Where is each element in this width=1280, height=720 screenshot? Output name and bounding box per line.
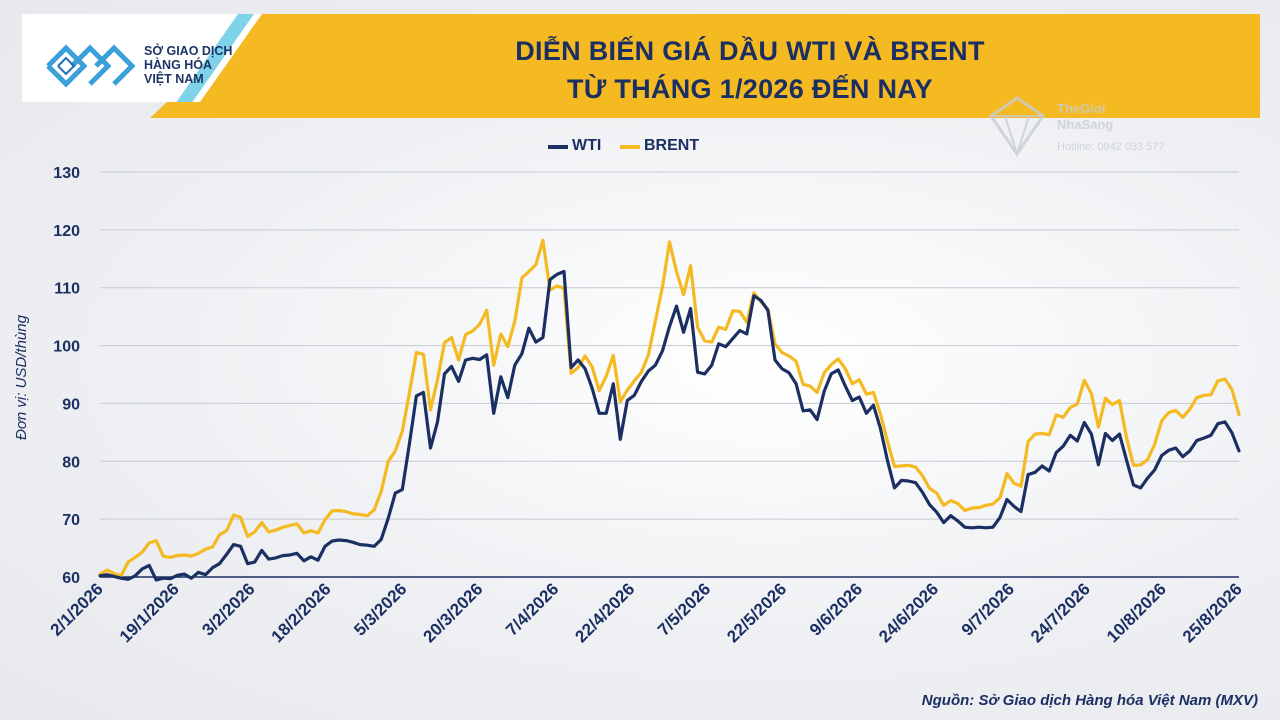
- legend-label-wti: WTI: [572, 137, 602, 154]
- watermark: TheGioi NhaSang Hotline: 0942 033 577: [985, 94, 1165, 164]
- x-tick-label: 24/7/2026: [1027, 579, 1094, 646]
- x-tick-label: 22/4/2026: [571, 579, 638, 646]
- x-tick-label: 5/3/2026: [350, 579, 410, 639]
- watermark-line3: Hotline: 0942 033 577: [1057, 141, 1165, 153]
- logo-line2: HÀNG HÓA: [144, 58, 213, 72]
- x-tick-label: 9/6/2026: [806, 579, 866, 639]
- x-tick-label: 22/5/2026: [723, 579, 790, 646]
- logo-line1: SỞ GIAO DỊCH: [144, 44, 233, 58]
- logo-line3: VIỆT NAM: [144, 72, 204, 86]
- x-tick-label: 24/6/2026: [875, 579, 942, 646]
- logo-text: SỞ GIAO DỊCH HÀNG HÓA VIỆT NAM: [144, 44, 254, 86]
- header-band: [150, 14, 1260, 118]
- mxv-logo-icon: [46, 44, 136, 88]
- x-tick-label: 7/5/2026: [654, 579, 714, 639]
- y-tick-label: 70: [62, 512, 80, 529]
- watermark-line1: TheGioi: [1057, 101, 1106, 116]
- y-tick-label: 120: [53, 223, 80, 240]
- x-tick-label: 7/4/2026: [502, 579, 562, 639]
- series-line-brent: [98, 238, 1241, 578]
- x-tick-label: 20/3/2026: [420, 579, 487, 646]
- y-tick-label: 80: [62, 454, 80, 471]
- source-note: Nguồn: Sở Giao dịch Hàng hóa Việt Nam (M…: [921, 692, 1258, 709]
- x-tick-label: 10/8/2026: [1103, 579, 1170, 646]
- series-line-wti: [98, 269, 1241, 582]
- x-tick-label: 3/2/2026: [198, 579, 258, 639]
- x-tick-label: 2/1/2026: [47, 579, 107, 639]
- legend-swatch-wti: [548, 145, 568, 149]
- title-line1: DIỄN BIẾN GIÁ DẦU WTI VÀ BRENT: [515, 36, 985, 66]
- page-title: DIỄN BIẾN GIÁ DẦU WTI VÀ BRENT TỪ THÁNG …: [300, 32, 1200, 108]
- y-tick-label: 90: [62, 396, 80, 413]
- y-tick-label: 110: [54, 281, 80, 298]
- x-tick-label: 18/2/2026: [268, 579, 335, 646]
- y-tick-label: 100: [53, 339, 80, 356]
- x-tick-label: 25/8/2026: [1179, 579, 1246, 646]
- x-tick-label: 19/1/2026: [116, 579, 183, 646]
- legend-label-brent: BRENT: [644, 137, 700, 154]
- title-line2: TỪ THÁNG 1/2026 ĐẾN NAY: [567, 74, 933, 104]
- y-tick-label: 130: [53, 165, 80, 182]
- watermark-line2: NhaSang: [1057, 117, 1114, 132]
- x-tick-label: 9/7/2026: [958, 579, 1018, 639]
- legend-swatch-brent: [620, 145, 640, 149]
- diamond-logo-icon: [988, 96, 1046, 158]
- y-tick-label: 60: [62, 570, 80, 587]
